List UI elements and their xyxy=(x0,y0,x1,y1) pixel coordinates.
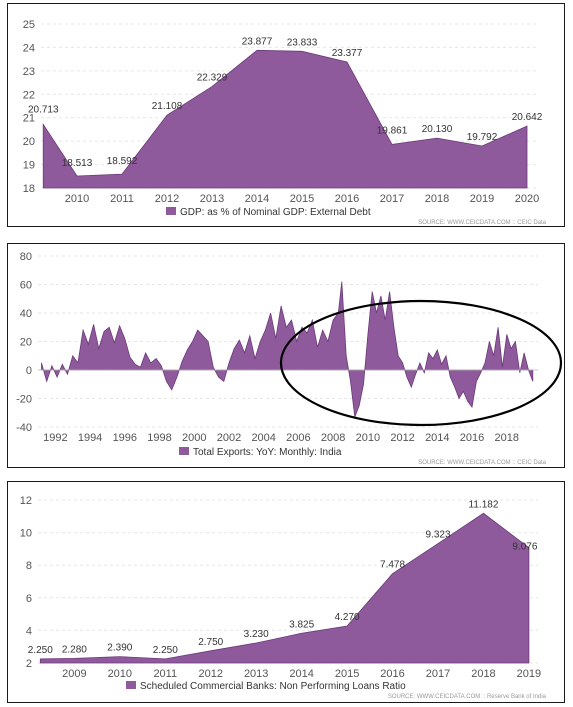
data-label: 23.877 xyxy=(242,36,273,47)
y-tick-label: 0 xyxy=(26,365,32,377)
x-tick-label: 2016 xyxy=(380,668,404,680)
legend-label: Total Exports: YoY: Monthly: India xyxy=(193,447,342,458)
legend-swatch xyxy=(126,681,136,689)
x-tick-label: 2014 xyxy=(289,668,313,680)
chart-panel-external-debt: 18 19 20 21 22 23 24 25 20.713 18.513 18.592 21.108… xyxy=(7,3,565,227)
y-tick-label: 23 xyxy=(23,66,35,78)
x-tick-label: 2015 xyxy=(290,193,314,205)
data-label: 21.108 xyxy=(152,101,183,112)
x-tick-label: 2002 xyxy=(217,432,241,444)
x-tick-label: 2006 xyxy=(286,432,310,444)
data-label: 22.329 xyxy=(197,73,228,84)
y-tick-label: -40 xyxy=(16,422,32,434)
y-tick-label: 2 xyxy=(26,658,32,670)
chart-panel-npl-ratio: 2 4 6 8 10 12 2.250 2.280 2.390 2.250 2.750 3.230 3.… xyxy=(7,481,565,703)
x-tick-label: 1994 xyxy=(78,432,102,444)
source-note: SOURCE: WWW.CEICDATA.COM :: CEIC Data xyxy=(418,220,546,226)
legend-swatch xyxy=(179,447,189,455)
y-tick-label: 6 xyxy=(26,593,32,605)
legend-label: Scheduled Commercial Banks: Non Performi… xyxy=(140,681,406,692)
data-label: 23.377 xyxy=(332,48,363,59)
data-label: 18.513 xyxy=(62,158,93,169)
x-tick-label: 2010 xyxy=(65,193,89,205)
x-tick-label: 1992 xyxy=(43,432,67,444)
x-tick-label: 2010 xyxy=(108,668,132,680)
data-label: 3.825 xyxy=(289,619,314,630)
y-tick-label: 18 xyxy=(23,183,35,195)
data-label: 2.390 xyxy=(107,643,132,654)
data-label: 19.792 xyxy=(467,132,498,143)
data-label: 2.250 xyxy=(28,645,53,656)
highlight-circle xyxy=(279,299,563,427)
data-label: 2.250 xyxy=(153,645,178,656)
x-tick-label: 2019 xyxy=(470,193,494,205)
total-exports-area-chart: -40 -20 0 20 40 60 80 1992 1994 1996 1998 2000 2002 2… xyxy=(16,251,563,466)
data-label: 20.713 xyxy=(28,104,59,115)
y-tick-label: 80 xyxy=(20,251,32,263)
y-tick-label: 4 xyxy=(26,625,32,637)
x-tick-label: 2018 xyxy=(471,668,495,680)
x-tick-label: 2010 xyxy=(356,432,380,444)
x-tick-label: 2012 xyxy=(198,668,222,680)
y-tick-label: 40 xyxy=(20,308,32,320)
x-tick-label: 2011 xyxy=(110,193,134,205)
x-tick-label: 2014 xyxy=(425,432,449,444)
chart-panel-total-exports: -40 -20 0 20 40 60 80 1992 1994 1996 1998 2000 2002 2… xyxy=(7,243,565,468)
x-tick-label: 2013 xyxy=(200,193,224,205)
legend-label: GDP: as % of Nominal GDP: External Debt xyxy=(180,207,371,218)
data-label: 9.323 xyxy=(425,530,450,541)
x-tick-label: 2011 xyxy=(153,668,177,680)
x-tick-label: 2004 xyxy=(251,432,275,444)
data-label: 3.230 xyxy=(244,629,269,640)
x-tick-label: 2012 xyxy=(390,432,414,444)
y-tick-label: 20 xyxy=(23,136,35,148)
x-tick-label: 2019 xyxy=(517,668,541,680)
data-label: 11.182 xyxy=(469,499,499,510)
legend-swatch xyxy=(166,207,176,215)
x-tick-label: 2012 xyxy=(155,193,179,205)
y-tick-label: 24 xyxy=(23,42,35,54)
x-tick-label: 1996 xyxy=(113,432,137,444)
x-tick-label: 2000 xyxy=(182,432,206,444)
x-tick-label: 2017 xyxy=(380,193,404,205)
series-area xyxy=(39,512,530,664)
data-label: 23.833 xyxy=(287,37,318,48)
y-tick-label: 22 xyxy=(23,89,35,101)
npl-ratio-area-chart: 2 4 6 8 10 12 2.250 2.280 2.390 2.250 2.750 3.230 3.… xyxy=(20,495,547,700)
x-tick-label: 2016 xyxy=(460,432,484,444)
y-tick-label: 25 xyxy=(23,19,35,31)
x-tick-label: 1998 xyxy=(147,432,171,444)
external-debt-area-chart: 18 19 20 21 22 23 24 25 20.713 18.513 18.592 21.108… xyxy=(23,19,547,226)
y-tick-label: 21 xyxy=(23,113,35,125)
data-label: 2.750 xyxy=(198,637,223,648)
x-tick-label: 2018 xyxy=(495,432,519,444)
x-tick-label: 2018 xyxy=(425,193,449,205)
x-tick-label: 2017 xyxy=(426,668,450,680)
data-label: 20.130 xyxy=(422,124,453,135)
data-label: 4.270 xyxy=(335,612,360,623)
source-note: SOURCE: WWW.CEICDATA.COM :: CEIC Data xyxy=(418,460,546,466)
source-note: SOURCE: WWW.CEICDATA.COM :: Reserve Bank… xyxy=(388,694,547,700)
x-tick-label: 2009 xyxy=(62,668,86,680)
y-tick-label: 12 xyxy=(20,495,32,507)
data-label: 9.076 xyxy=(512,542,537,553)
x-tick-label: 2013 xyxy=(244,668,268,680)
y-tick-label: 10 xyxy=(20,528,32,540)
x-tick-label: 2020 xyxy=(515,193,539,205)
x-tick-label: 2015 xyxy=(335,668,359,680)
y-tick-label: 60 xyxy=(20,280,32,292)
data-label: 19.861 xyxy=(377,125,408,136)
y-tick-label: 19 xyxy=(23,160,35,172)
series-area xyxy=(41,281,534,418)
y-tick-label: 8 xyxy=(26,560,32,572)
data-label: 20.642 xyxy=(512,112,543,123)
x-tick-label: 2014 xyxy=(245,193,269,205)
data-label: 18.592 xyxy=(107,156,138,167)
x-tick-label: 2008 xyxy=(321,432,345,444)
y-tick-label: -20 xyxy=(16,394,32,406)
data-label: 2.280 xyxy=(62,644,87,655)
data-label: 7.478 xyxy=(380,560,405,571)
y-tick-label: 20 xyxy=(20,337,32,349)
x-tick-label: 2016 xyxy=(335,193,359,205)
